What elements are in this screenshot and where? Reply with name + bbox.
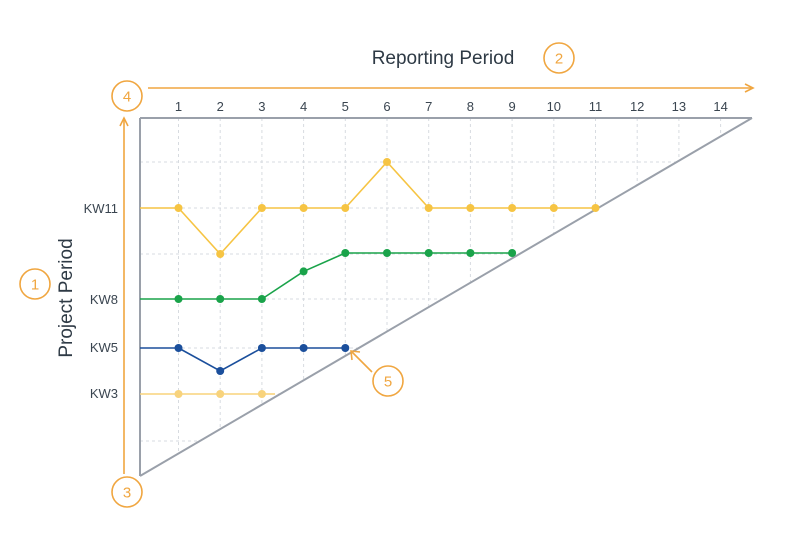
- series-point: [216, 367, 225, 375]
- marker-3-label: 3: [123, 485, 131, 502]
- x-tick-label: 2: [217, 99, 224, 114]
- x-tick-label: 8: [467, 99, 474, 114]
- series-point: [591, 204, 600, 212]
- series-point: [466, 204, 475, 212]
- series-point: [257, 344, 266, 352]
- series-point: [216, 250, 225, 258]
- series-point: [424, 204, 433, 212]
- x-tick-label: 4: [300, 99, 307, 114]
- series-point: [341, 344, 350, 352]
- series-point: [216, 295, 225, 303]
- marker-4-label: 4: [123, 89, 131, 106]
- row-label-kw3: KW3: [90, 386, 118, 401]
- series-point: [341, 249, 350, 257]
- marker-3: 3: [111, 476, 143, 508]
- series-point: [257, 295, 266, 303]
- x-tick-label: 3: [258, 99, 265, 114]
- series-point: [466, 249, 475, 257]
- marker-2: 2: [543, 42, 575, 74]
- project-arrow: [119, 116, 129, 474]
- series-kw3: [140, 390, 275, 398]
- series-group: [140, 158, 600, 398]
- x-tick-label: 12: [630, 99, 644, 114]
- series-point: [508, 249, 517, 257]
- series-kw11: [140, 158, 600, 258]
- row-label-kw5: KW5: [90, 340, 118, 355]
- series-point: [383, 158, 391, 166]
- series-point: [383, 249, 391, 257]
- row-label-kw8: KW8: [90, 292, 118, 307]
- x-tick-label: 5: [342, 99, 349, 114]
- row-label-kw11: KW11: [84, 201, 118, 216]
- marker-5-pointer: [350, 350, 373, 373]
- x-tick-label: 6: [383, 99, 390, 114]
- series-point: [257, 390, 266, 398]
- series-point: [299, 344, 308, 352]
- x-tick-label: 7: [425, 99, 432, 114]
- series-point: [549, 204, 558, 212]
- x-tick-labels: 1 2 3 4 5 6 7 8 9 10 11 12 13 14: [175, 99, 728, 114]
- reporting-arrow: [148, 83, 755, 93]
- x-tick-label: 14: [713, 99, 727, 114]
- series-kw8: [140, 249, 517, 303]
- series-point: [299, 267, 308, 276]
- series-point: [174, 204, 183, 212]
- series-point: [174, 344, 183, 352]
- marker-4: 4: [111, 80, 143, 112]
- series-kw5: [140, 344, 350, 375]
- series-point: [299, 204, 308, 212]
- series-point: [508, 204, 517, 212]
- marker-2-label: 2: [555, 51, 563, 68]
- x-tick-label: 9: [508, 99, 515, 114]
- series-point: [174, 295, 183, 303]
- marker-1-label: 1: [31, 277, 39, 294]
- series-point: [216, 390, 225, 398]
- series-point: [424, 249, 433, 257]
- x-tick-label: 1: [175, 99, 182, 114]
- x-tick-label: 10: [547, 99, 561, 114]
- x-tick-label: 13: [672, 99, 686, 114]
- marker-1: 1: [19, 268, 51, 300]
- series-point: [341, 204, 350, 212]
- marker-5-label: 5: [384, 374, 392, 391]
- x-axis-title: Reporting Period: [372, 48, 515, 69]
- marker-5: 5: [372, 365, 404, 397]
- diagonal-border: [139, 117, 753, 477]
- y-axis-title: Project Period: [56, 238, 77, 357]
- series-point: [174, 390, 183, 398]
- series-point: [257, 204, 266, 212]
- x-tick-label: 11: [589, 99, 603, 114]
